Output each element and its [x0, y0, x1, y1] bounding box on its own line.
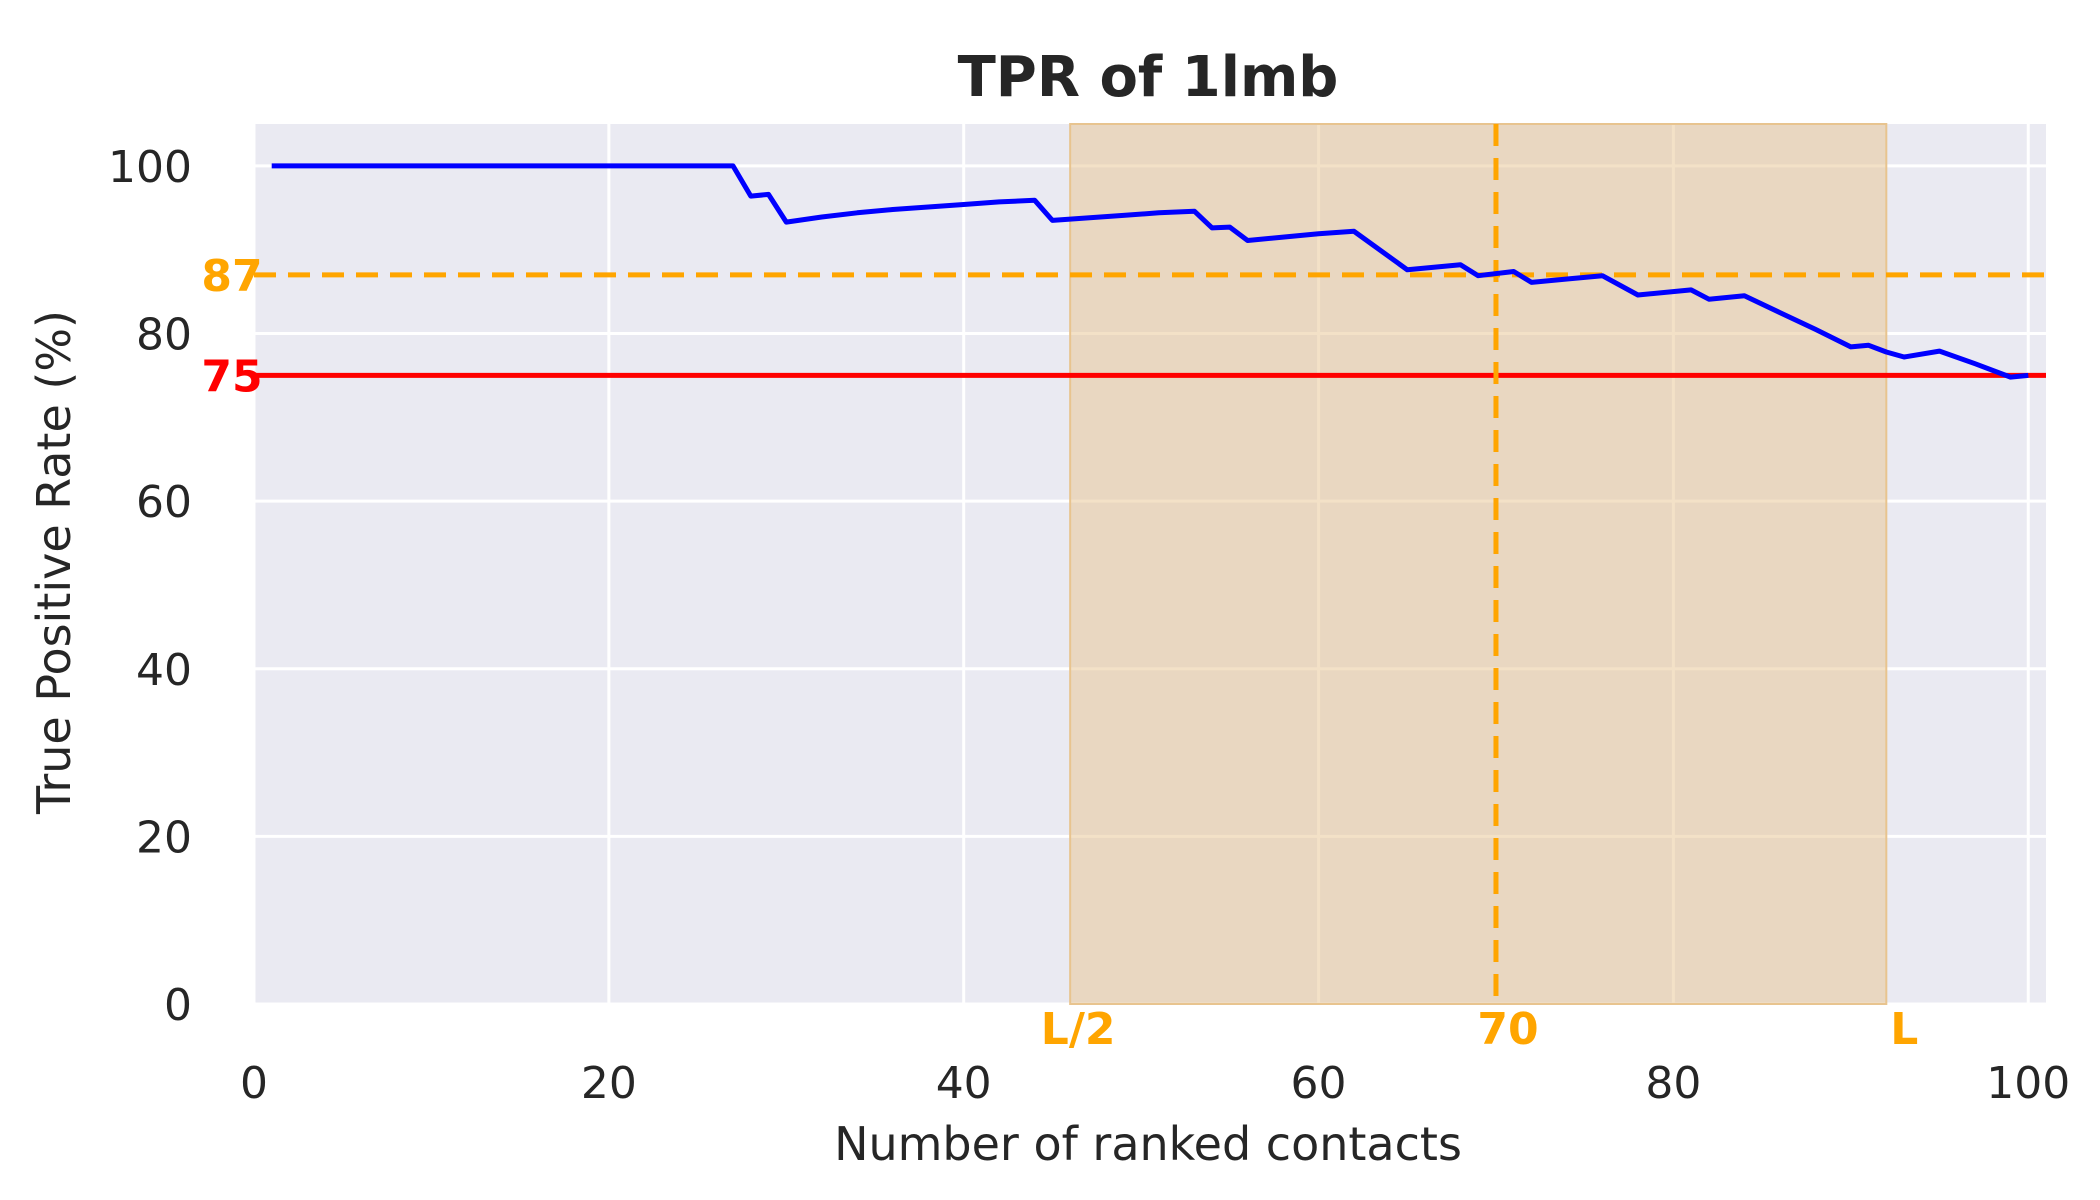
reference-label-75: 75: [201, 351, 262, 402]
x-tick-label: 20: [581, 1058, 637, 1109]
region-start-label: L/2: [1041, 1004, 1116, 1055]
chart-title: TPR of 1lmb: [958, 45, 1339, 110]
x-axis-title: Number of ranked contacts: [834, 1117, 1462, 1171]
series-line-0: [271, 163, 2029, 380]
y-tick-label: 80: [136, 310, 192, 361]
y-tick-label: 0: [164, 980, 192, 1031]
y-axis-title: True Positive Rate (%): [27, 310, 81, 815]
reference-labels: 87 75 70 L/2 L: [201, 251, 1918, 1055]
y-tick-label: 60: [136, 477, 192, 528]
series-layer: [271, 163, 2029, 380]
x-tick-label: 100: [1986, 1058, 2070, 1109]
y-tick-label: 100: [108, 142, 192, 193]
reference-label-70: 70: [1477, 1004, 1538, 1055]
y-tick-label: 40: [136, 645, 192, 696]
x-tick-label: 40: [936, 1058, 992, 1109]
shaded-region: [1069, 123, 1888, 1005]
x-tick-label: 60: [1291, 1058, 1347, 1109]
tick-labels: 0 20 40 60 80 100 0 20 40 60 80 100: [108, 142, 2070, 1109]
reference-lines: [254, 124, 2046, 1004]
x-tick-label: 0: [240, 1058, 268, 1109]
region-end-label: L: [1890, 1004, 1918, 1055]
x-tick-label: 80: [1645, 1058, 1701, 1109]
reference-label-87: 87: [201, 251, 262, 302]
y-tick-label: 20: [136, 812, 192, 863]
